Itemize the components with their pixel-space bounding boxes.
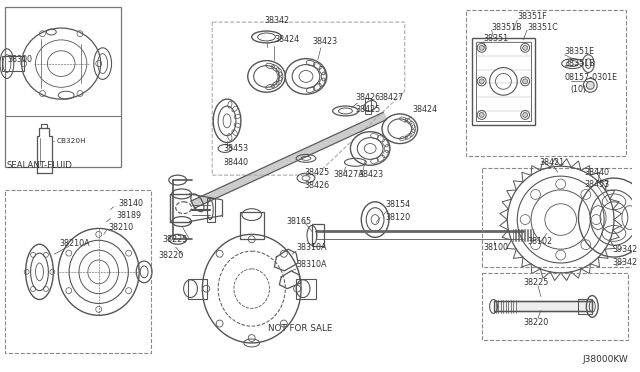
Text: 38300: 38300 xyxy=(8,55,33,64)
Text: 38154: 38154 xyxy=(385,200,410,209)
Text: 38425: 38425 xyxy=(355,105,381,113)
Text: 38440: 38440 xyxy=(223,158,248,167)
Text: 38310A: 38310A xyxy=(296,260,326,269)
Text: 38421: 38421 xyxy=(539,158,564,167)
Text: 38165: 38165 xyxy=(286,217,312,226)
Text: 38423: 38423 xyxy=(358,170,383,179)
Bar xyxy=(579,299,592,314)
Text: 38424: 38424 xyxy=(413,105,438,113)
Circle shape xyxy=(523,45,527,50)
Text: 38424: 38424 xyxy=(275,35,300,44)
Text: 38342: 38342 xyxy=(612,259,637,267)
Text: 38440: 38440 xyxy=(584,168,609,177)
Bar xyxy=(5,7,122,167)
Text: 38342: 38342 xyxy=(264,16,290,25)
Text: 38426: 38426 xyxy=(355,93,381,102)
Text: SEALANT-FLUID: SEALANT-FLUID xyxy=(7,161,73,170)
Bar xyxy=(296,279,316,299)
Bar xyxy=(466,10,626,156)
Text: 38425: 38425 xyxy=(304,168,329,177)
Bar xyxy=(42,124,47,128)
Text: 38351B: 38351B xyxy=(564,59,595,68)
Text: 38351B: 38351B xyxy=(492,23,522,32)
Text: 08157-0301E: 08157-0301E xyxy=(564,73,618,82)
Text: 38225: 38225 xyxy=(163,235,188,244)
Text: (10): (10) xyxy=(570,85,587,94)
Text: 38426: 38426 xyxy=(304,180,329,189)
Text: 38351F: 38351F xyxy=(517,12,547,21)
Bar xyxy=(476,42,531,121)
Text: 38220: 38220 xyxy=(158,251,183,260)
Bar xyxy=(482,168,640,267)
Text: 38140: 38140 xyxy=(118,199,143,208)
Text: 38210A: 38210A xyxy=(60,239,90,248)
Bar xyxy=(240,212,264,239)
Text: 38189: 38189 xyxy=(116,211,141,220)
Circle shape xyxy=(479,79,484,84)
Bar xyxy=(5,190,151,353)
Text: 38102: 38102 xyxy=(527,237,552,246)
Text: 38225: 38225 xyxy=(523,278,548,287)
Circle shape xyxy=(586,81,594,89)
Text: 38100: 38100 xyxy=(484,243,509,252)
Bar xyxy=(472,38,535,125)
Text: 38427A: 38427A xyxy=(333,170,364,179)
Text: 38453: 38453 xyxy=(223,144,248,153)
Circle shape xyxy=(479,112,484,118)
Text: 38220: 38220 xyxy=(523,318,548,327)
Circle shape xyxy=(523,112,527,118)
Text: 38427: 38427 xyxy=(378,93,403,102)
Text: 38423: 38423 xyxy=(312,37,337,46)
Circle shape xyxy=(523,79,527,84)
Bar xyxy=(2,56,24,71)
Text: 38210: 38210 xyxy=(109,223,134,232)
Bar xyxy=(188,279,207,299)
Text: J38000KW: J38000KW xyxy=(582,355,628,364)
Text: NOT FOR SALE: NOT FOR SALE xyxy=(269,324,333,333)
Text: 38351C: 38351C xyxy=(527,23,558,32)
Text: 39342: 39342 xyxy=(612,245,637,254)
Text: 38351E: 38351E xyxy=(564,47,595,56)
Bar xyxy=(365,98,371,114)
Bar xyxy=(482,273,628,340)
Bar xyxy=(312,224,324,246)
Text: CB320H: CB320H xyxy=(56,138,86,144)
Text: 38453: 38453 xyxy=(584,180,609,189)
Bar xyxy=(493,301,592,311)
Bar xyxy=(207,198,215,222)
Circle shape xyxy=(479,45,484,50)
Text: 38351: 38351 xyxy=(484,35,509,44)
Polygon shape xyxy=(191,112,387,208)
Text: 38310A: 38310A xyxy=(296,243,326,252)
Text: 38120: 38120 xyxy=(385,213,410,222)
